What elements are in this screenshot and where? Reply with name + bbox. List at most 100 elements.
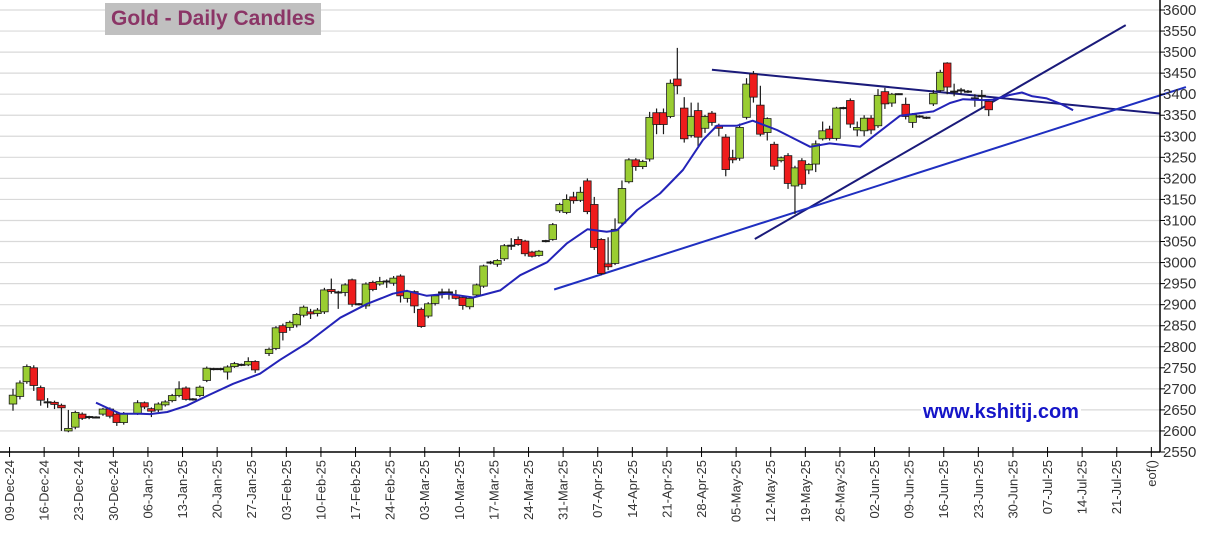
candle-body-down (673, 78, 682, 87)
candle (894, 93, 903, 96)
candle-body-down (458, 297, 467, 306)
x-tick-label: 07-Jul-25 (1040, 460, 1055, 514)
candle (756, 85, 765, 137)
candle-body-down (846, 100, 855, 125)
candle-body-down (29, 367, 38, 386)
candle-body-up (8, 394, 18, 405)
candle (423, 302, 433, 319)
candle-body-up (472, 284, 481, 296)
candle (85, 415, 94, 420)
candle-body-up (119, 413, 128, 423)
candle-body-up (548, 224, 557, 240)
candle (859, 115, 869, 137)
candle (320, 287, 329, 314)
candle (603, 237, 613, 271)
x-tick-label: 27-Jan-25 (244, 460, 259, 519)
candle (548, 223, 557, 241)
x-tick-label: 19-May-25 (798, 460, 813, 522)
candle-body-down (583, 180, 592, 213)
x-tick-label: 14-Jul-25 (1075, 460, 1090, 514)
candle (507, 238, 516, 250)
candle (555, 202, 564, 213)
candle-body-down (347, 279, 357, 305)
x-tick-label: 16-Dec-24 (37, 460, 52, 521)
candle-body-down (306, 311, 315, 315)
candle-body-up (929, 92, 938, 105)
x-tick-label: 09-Jun-25 (902, 460, 917, 519)
candle (140, 401, 149, 410)
x-tick-label: 10-Mar-25 (452, 460, 467, 520)
y-tick-label: 3250 (1163, 149, 1196, 166)
y-tick-label: 3350 (1163, 107, 1196, 124)
candle (666, 79, 675, 119)
candle (15, 380, 25, 400)
candle-body-down (590, 204, 599, 248)
candle-body-up (292, 313, 301, 326)
candle (686, 102, 696, 138)
candle-body-down (181, 387, 191, 400)
candle (167, 393, 177, 403)
candle-body-down (278, 325, 288, 333)
candle (223, 365, 232, 380)
candle (202, 366, 211, 383)
candle-body-down (57, 404, 66, 409)
candle-body-up (375, 281, 384, 285)
candle (36, 385, 45, 406)
x-tick-label: 02-Jun-25 (867, 460, 882, 519)
candle (984, 100, 993, 117)
candle-body-down (520, 240, 530, 255)
gridlines (0, 9, 1160, 432)
candle (209, 367, 218, 371)
candle (853, 121, 862, 137)
candle (112, 412, 121, 426)
y-tick-label: 3600 (1163, 2, 1196, 19)
candle (534, 249, 544, 257)
candle (8, 388, 18, 411)
candle-body-down (728, 157, 737, 161)
candle (721, 134, 730, 177)
candle-body-up (818, 130, 827, 140)
candle-body-up (195, 386, 205, 396)
candle (610, 218, 620, 266)
candle (327, 278, 336, 294)
candle (763, 117, 772, 141)
candle (486, 260, 495, 265)
candle-body-down (396, 275, 405, 297)
candle (465, 297, 474, 310)
candle-body-up (15, 382, 25, 397)
candle-body-down (880, 91, 890, 105)
candle (957, 87, 966, 95)
candle-body-up (133, 402, 142, 415)
candle (797, 158, 807, 189)
y-tick-label: 2850 (1163, 318, 1196, 335)
candle-body-down (797, 160, 807, 185)
y-tick-label: 2600 (1163, 423, 1196, 440)
trendlines (553, 24, 1187, 291)
candle (64, 409, 73, 433)
candle-body-up (271, 327, 281, 349)
candle (244, 357, 253, 367)
candle-body-up (174, 388, 184, 396)
y-tick-label: 2950 (1163, 276, 1196, 293)
candle-body-down (749, 73, 758, 98)
candle (929, 89, 938, 106)
candle (340, 283, 350, 297)
y-tick-label: 3450 (1163, 65, 1196, 82)
candle (728, 149, 737, 164)
chart-title: Gold - Daily Candles (105, 3, 322, 35)
candle-body-up (493, 260, 502, 265)
candle (631, 158, 640, 171)
candle (181, 386, 191, 401)
y-tick-label: 2650 (1163, 402, 1196, 419)
y-tick-label: 2550 (1163, 444, 1196, 461)
candle-body-up (735, 127, 744, 159)
candle (237, 363, 246, 367)
candle-body-down (50, 401, 59, 405)
candle-body-up (700, 116, 710, 129)
candle (915, 115, 924, 118)
candle (541, 239, 550, 243)
candle-body-up (617, 188, 627, 224)
candle (382, 279, 391, 288)
candle-body-down (597, 239, 606, 274)
candle (513, 236, 523, 246)
